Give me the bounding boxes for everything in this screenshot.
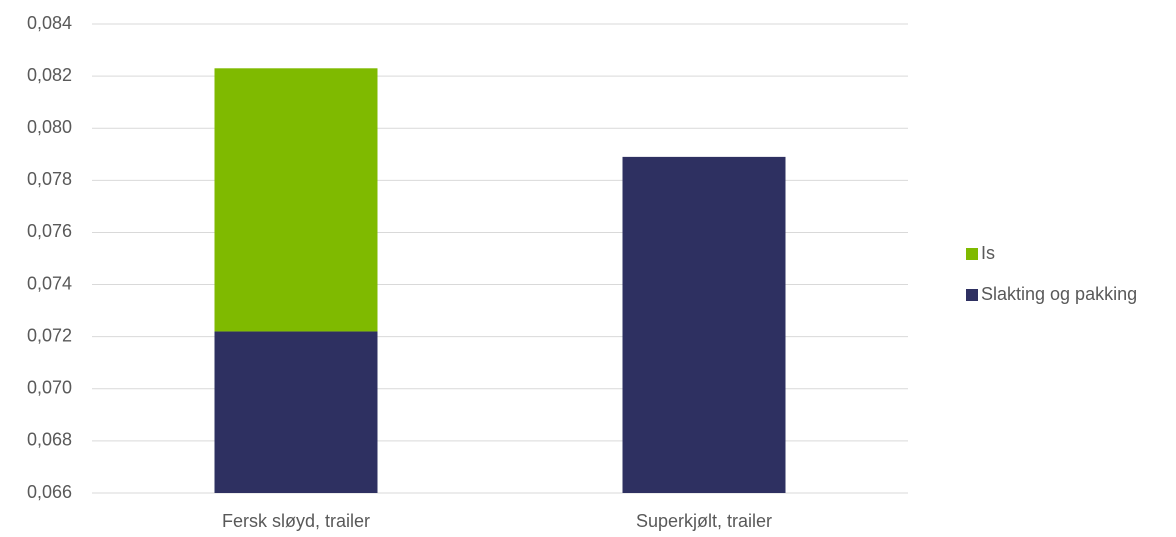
y-tick-label: 0,080	[27, 117, 72, 137]
y-tick-label: 0,074	[27, 273, 72, 293]
y-tick-label: 0,066	[27, 482, 72, 502]
y-tick-label: 0,068	[27, 430, 72, 450]
bar-segment	[214, 68, 378, 332]
legend-label: Slakting og pakking	[981, 284, 1137, 304]
legend-label: Is	[981, 243, 995, 263]
x-tick-label: Superkjølt, trailer	[636, 511, 772, 531]
y-tick-label: 0,084	[27, 13, 72, 33]
x-tick-label: Fersk sløyd, trailer	[222, 511, 370, 531]
bar-segment	[214, 331, 378, 493]
y-tick-label: 0,070	[27, 378, 72, 398]
legend-swatch	[966, 248, 978, 260]
y-tick-label: 0,076	[27, 221, 72, 241]
y-tick-label: 0,072	[27, 325, 72, 345]
y-tick-label: 0,078	[27, 169, 72, 189]
y-tick-label: 0,082	[27, 65, 72, 85]
bar-segment	[622, 156, 786, 493]
legend-swatch	[966, 289, 978, 301]
